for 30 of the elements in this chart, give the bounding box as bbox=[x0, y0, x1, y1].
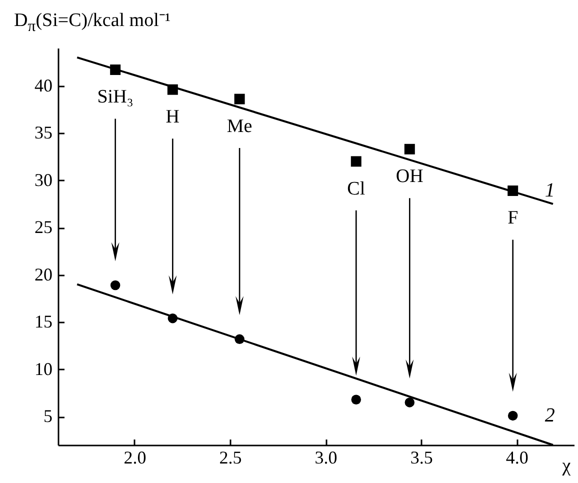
y-tick-label: 5 bbox=[44, 406, 52, 426]
annotation: OH bbox=[396, 166, 424, 188]
x-tick-label: 3.0 bbox=[314, 448, 338, 468]
x-tick-label: 4.0 bbox=[506, 448, 528, 468]
annotation: Cl bbox=[347, 178, 366, 200]
y-axis-title: D$_{π}$(Si=C)/kcal mol⁻¹ bbox=[14, 9, 171, 36]
y-tick-label: 40 bbox=[34, 75, 52, 96]
y-tick-label: 20 bbox=[34, 264, 52, 284]
y-tick-label: 15 bbox=[34, 312, 52, 332]
point bbox=[508, 410, 518, 421]
y-tick-label: 10 bbox=[34, 358, 52, 379]
annotation: F bbox=[508, 208, 518, 229]
x-tick-label: 3.5 bbox=[410, 448, 433, 468]
x-tick-label: 2.0 bbox=[124, 448, 146, 468]
annotation: H bbox=[166, 106, 180, 128]
y-tick-label: 30 bbox=[34, 170, 52, 190]
point bbox=[234, 94, 245, 104]
x-axis-title: χ bbox=[561, 456, 572, 476]
x-tick-label: 2.5 bbox=[219, 448, 242, 468]
point bbox=[110, 280, 120, 290]
point bbox=[404, 144, 415, 154]
point bbox=[351, 394, 362, 404]
annotation: Me bbox=[226, 116, 252, 138]
point bbox=[404, 398, 415, 408]
y-tick-label: 35 bbox=[34, 122, 52, 143]
series-label: 2 bbox=[544, 404, 555, 427]
point bbox=[350, 156, 362, 167]
series-label: 1 bbox=[544, 180, 555, 202]
annotation: SiH₃ bbox=[97, 86, 134, 108]
y-tick-label: 25 bbox=[34, 217, 52, 238]
